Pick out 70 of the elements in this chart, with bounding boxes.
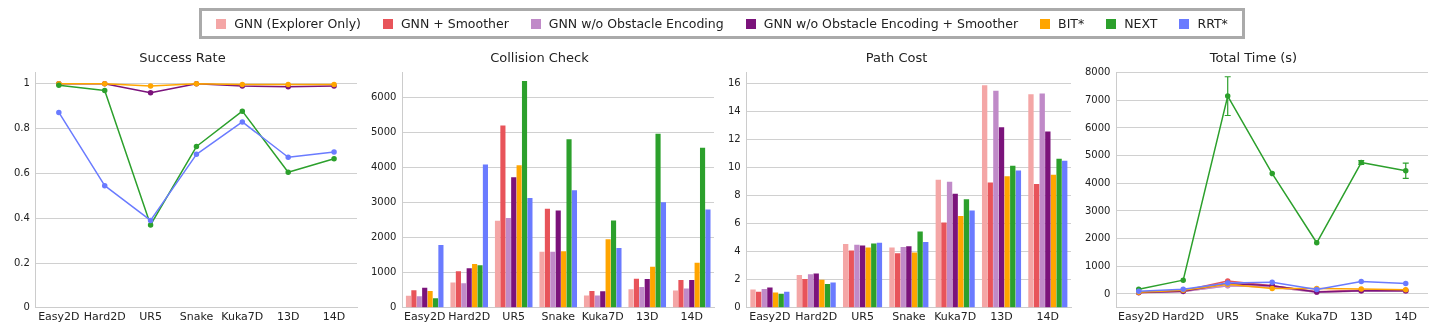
x-tick-label: Snake [541, 310, 576, 324]
y-tick-label: 4000 [1085, 176, 1111, 188]
x-tick-label: 14D [680, 310, 703, 324]
y-tick-label: 4 [734, 245, 741, 257]
x-tick-label: Kuka7D [934, 310, 977, 324]
legend-label: RRT* [1197, 16, 1228, 31]
x-tick-label: 14D [1036, 310, 1060, 324]
y-tick-label: 0.6 [14, 166, 30, 178]
x-tick-label: Easy2D [749, 310, 791, 324]
x-tick-label: UR5 [1216, 310, 1240, 324]
x-tick-label: Kuka7D [221, 310, 264, 324]
y-tick-label: 1000 [371, 266, 397, 278]
y-tick-label: 1000 [1085, 259, 1111, 271]
y-tick-label: 6000 [1085, 121, 1111, 133]
x-tick-label: 13D [276, 310, 300, 324]
x-tick-label: 14D [322, 310, 346, 324]
y-tick-label: 7000 [1085, 93, 1111, 105]
y-tick-label: 0.8 [14, 122, 30, 134]
y-tick-label: 8000 [1085, 66, 1111, 78]
x-tick-label: Snake [892, 310, 926, 324]
legend-label: GNN (Explorer Only) [234, 16, 361, 31]
chart-title: Collision Check [490, 50, 590, 66]
y-tick-label: 2 [734, 273, 741, 285]
y-tick-label: 6000 [371, 90, 397, 102]
x-tick-label: Hard2D [1162, 310, 1205, 324]
x-tick-label: 13D [1350, 310, 1373, 324]
x-tick-label: Snake [179, 310, 214, 324]
legend-label: GNN w/o Obstacle Encoding [548, 16, 724, 31]
chart-title: Path Cost [865, 50, 928, 66]
chart-title: Success Rate [139, 50, 226, 66]
y-tick-label: 1 [23, 77, 30, 89]
chart-title: Total Time (s) [1208, 50, 1298, 66]
y-tick-label: 3000 [1085, 204, 1111, 216]
y-tick-label: 16 [727, 77, 741, 89]
y-tick-label: 0.2 [14, 256, 30, 268]
x-tick-label: Easy2D [404, 310, 446, 324]
x-tick-label: Easy2D [1118, 310, 1160, 324]
y-tick-label: 12 [727, 133, 741, 145]
y-tick-label: 8 [734, 189, 741, 201]
x-tick-label: Hard2D [83, 310, 126, 324]
x-tick-label: Kuka7D [581, 310, 624, 324]
x-tick-label: Hard2D [448, 310, 491, 324]
x-tick-label: UR5 [851, 310, 874, 324]
y-tick-label: 14 [727, 105, 741, 117]
legend-label: GNN w/o Obstacle Encoding + Smoother [763, 16, 1019, 31]
y-tick-label: 0 [23, 301, 30, 313]
y-tick-label: 10 [727, 161, 741, 173]
x-tick-label: 13D [990, 310, 1013, 324]
y-tick-label: 3000 [371, 196, 397, 208]
y-tick-label: 6 [734, 217, 741, 229]
x-tick-label: 13D [636, 310, 659, 324]
y-tick-label: 5000 [371, 125, 397, 137]
y-tick-label: 5000 [1085, 149, 1111, 161]
y-tick-label: 0.4 [14, 211, 30, 223]
x-tick-label: Hard2D [795, 310, 838, 324]
y-tick-label: 0 [1104, 287, 1111, 299]
legend-label: NEXT [1124, 16, 1158, 31]
x-tick-label: Snake [1255, 310, 1290, 324]
x-tick-label: Easy2D [38, 310, 80, 324]
legend-label: BIT* [1058, 16, 1085, 31]
y-tick-label: 2000 [371, 231, 397, 243]
y-tick-label: 0 [390, 301, 397, 313]
y-tick-label: 2000 [1085, 232, 1111, 244]
x-tick-label: UR5 [139, 310, 162, 324]
x-tick-label: Kuka7D [1295, 310, 1338, 324]
legend-label: GNN + Smoother [400, 16, 509, 31]
x-tick-label: 14D [1394, 310, 1417, 324]
x-tick-label: UR5 [502, 310, 526, 324]
y-tick-label: 4000 [371, 160, 397, 172]
y-tick-label: 0 [734, 301, 741, 313]
